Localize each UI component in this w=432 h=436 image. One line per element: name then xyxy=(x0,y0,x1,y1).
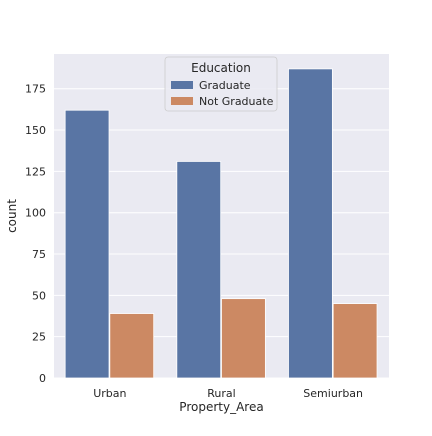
legend: Education Graduate Not Graduate xyxy=(164,56,278,112)
legend-label-graduate: Graduate xyxy=(199,79,251,92)
x-axis-label: Property_Area xyxy=(179,400,263,414)
x-tick-labels: Urban Rural Semiurban xyxy=(93,387,363,400)
y-tick-label: 0 xyxy=(39,372,46,385)
y-tick-label: 125 xyxy=(25,165,46,178)
legend-label-not-graduate: Not Graduate xyxy=(199,95,274,108)
x-tick-label: Urban xyxy=(93,387,126,400)
y-tick-label: 175 xyxy=(25,83,46,96)
bar-graduate-rural xyxy=(176,161,222,379)
bar-not-graduate-semiurban xyxy=(332,303,378,379)
x-tick-label: Semiurban xyxy=(303,387,363,400)
y-tick-label: 100 xyxy=(25,207,46,220)
bar-not-graduate-urban xyxy=(109,313,155,379)
bar-not-graduate-rural xyxy=(221,298,266,379)
bar-graduate-semiurban xyxy=(288,68,333,379)
y-tick-label: 75 xyxy=(32,248,46,261)
bars xyxy=(64,68,378,379)
x-tick-label: Rural xyxy=(207,387,235,400)
legend-items: Graduate Not Graduate xyxy=(171,79,274,108)
legend-swatch-graduate xyxy=(171,81,193,89)
legend-swatch-not-graduate xyxy=(171,97,193,105)
y-tick-label: 150 xyxy=(25,124,46,137)
y-tick-labels: 0 25 50 75 100 125 150 175 xyxy=(25,83,46,385)
y-tick-label: 25 xyxy=(32,331,46,344)
y-tick-label: 50 xyxy=(32,289,46,302)
y-axis-label: count xyxy=(5,199,19,233)
bar-graduate-urban xyxy=(64,109,110,379)
legend-title: Education xyxy=(191,61,251,75)
